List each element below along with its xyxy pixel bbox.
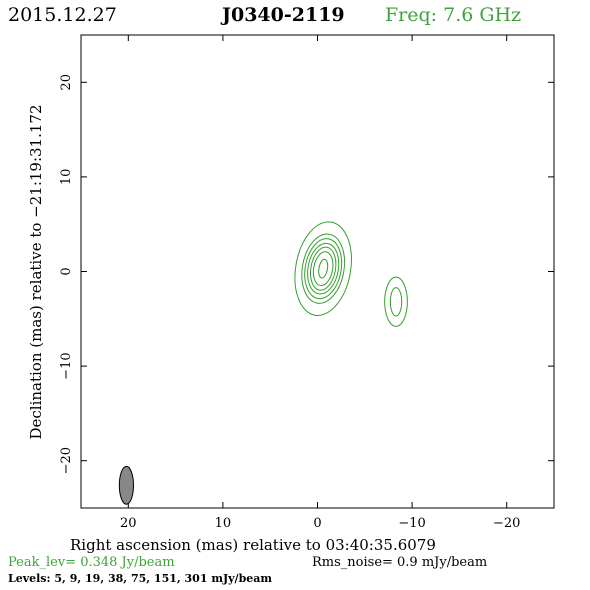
contour-level-2-1 (384, 276, 408, 327)
contour-level-1-2 (301, 233, 346, 304)
contour-levels: Levels: 5, 9, 19, 38, 75, 151, 301 mJy/b… (8, 572, 272, 585)
rms-noise: Rms_noise= 0.9 mJy/beam (312, 555, 487, 570)
peak-level: Peak_lev= 0.348 Jy/beam (8, 555, 175, 570)
y-tick-label: −20 (59, 447, 74, 474)
beam-group (118, 465, 135, 505)
x-axis-label: Right ascension (mas) relative to 03:40:… (70, 536, 436, 554)
beam-ellipse (118, 465, 135, 505)
x-tick-label: 0 (313, 516, 321, 531)
plot-frame (80, 34, 555, 509)
contour-level-2-2 (389, 287, 403, 317)
contour-level-1-4 (307, 242, 340, 295)
y-tick-label: 10 (59, 169, 74, 186)
y-tick-labels: 20 10 0 −10 −20 (59, 74, 74, 474)
x-tick-label: −20 (493, 516, 520, 531)
contour-level-1-6 (312, 251, 334, 287)
axis-ticks (81, 35, 554, 508)
contour-level-1-5 (309, 246, 337, 291)
observation-date: 2015.12.27 (8, 4, 117, 26)
x-tick-label: 20 (120, 516, 137, 531)
x-tick-labels: 20 10 0 −10 −20 (120, 516, 520, 531)
source-name: J0340-2119 (220, 4, 345, 26)
y-tick-label: −10 (59, 352, 74, 379)
contour-level-1-1 (294, 221, 352, 316)
frequency-label: Freq: 7.6 GHz (385, 4, 521, 26)
contour-level-1-3 (304, 238, 343, 300)
x-tick-label: −10 (398, 516, 425, 531)
contour-level-1-7 (318, 258, 329, 279)
contour-group (294, 221, 408, 327)
y-axis-label: Declination (mas) relative to −21:19:31.… (27, 104, 45, 439)
y-tick-label: 0 (59, 267, 74, 275)
x-tick-label: 10 (215, 516, 232, 531)
y-tick-label: 20 (59, 74, 74, 91)
